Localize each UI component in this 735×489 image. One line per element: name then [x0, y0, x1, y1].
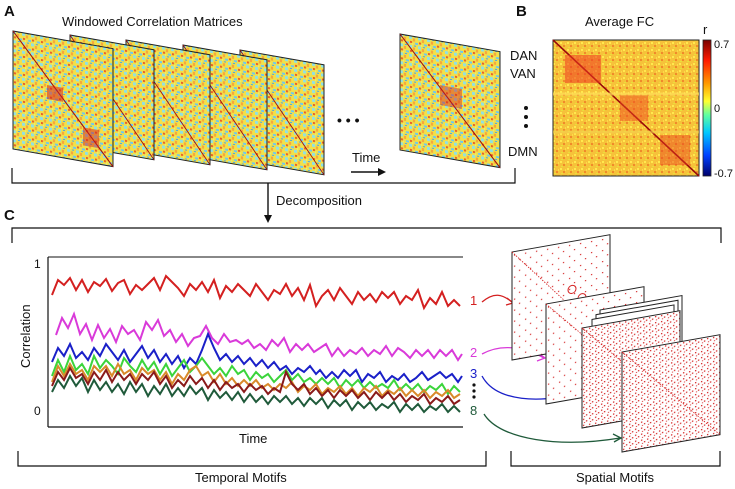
panel-a-bracket [11, 168, 516, 184]
temporal-motifs-label: Temporal Motifs [195, 470, 287, 485]
temporal-ylabel: Correlation [18, 304, 33, 368]
trace-motif-1 [51, 274, 461, 311]
colorbar-tick-max: 0.7 [714, 39, 729, 51]
trace-other-darkred [51, 365, 461, 406]
decomposition-label: Decomposition [276, 193, 362, 208]
connector-motif-8 [483, 413, 621, 443]
windowed-matrix-stack [12, 30, 501, 176]
network-labels: DAN VAN DMN [508, 48, 538, 159]
colorbar-tick-min: -0.7 [714, 168, 733, 180]
colorbar-tick-zero: 0 [714, 103, 720, 115]
windowed-matrix-1 [12, 30, 114, 168]
panel-c-top-bracket [11, 227, 722, 243]
panel-a-time-label: Time [352, 150, 380, 165]
trace-other-orange [51, 361, 461, 400]
temporal-xlabel: Time [239, 431, 267, 446]
colorbar: r 0.7 0 -0.7 [702, 22, 733, 180]
motif-number-2: 2 [470, 345, 477, 360]
spatial-motifs-label: Spatial Motifs [576, 470, 655, 485]
panel-c-letter: C [4, 207, 15, 224]
motif-number-3: 3 [470, 366, 477, 381]
panel-a-title: Windowed Correlation Matrices [62, 14, 243, 29]
network-label-van: VAN [510, 66, 536, 81]
spatial-motif-stack [511, 234, 721, 453]
panel-a-letter: A [4, 3, 15, 20]
temporal-ytick-bottom: 0 [34, 404, 41, 418]
trace-motif-2 [55, 311, 463, 362]
temporal-motifs-bracket [17, 451, 487, 467]
average-fc-matrix [552, 39, 700, 177]
temporal-axes [47, 256, 463, 428]
network-label-dmn: DMN [508, 144, 538, 159]
trace-motif-8 [51, 373, 461, 414]
panel-b-title: Average FC [585, 14, 654, 29]
colorbar-label: r [703, 22, 708, 37]
spatial-motifs-bracket [510, 451, 721, 467]
motif-ellipsis [472, 383, 476, 399]
spatial-motif-8 [621, 334, 721, 453]
panel-b-letter: B [516, 3, 527, 20]
motif-number-8: 8 [470, 403, 477, 418]
temporal-traces [51, 274, 463, 414]
network-label-dan: DAN [510, 48, 537, 63]
temporal-ytick-top: 1 [34, 257, 41, 271]
trace-motif-3 [51, 331, 463, 384]
motif-number-1: 1 [470, 293, 477, 308]
matrix-ellipsis: • • • [337, 112, 360, 128]
windowed-matrix-last [399, 33, 501, 169]
